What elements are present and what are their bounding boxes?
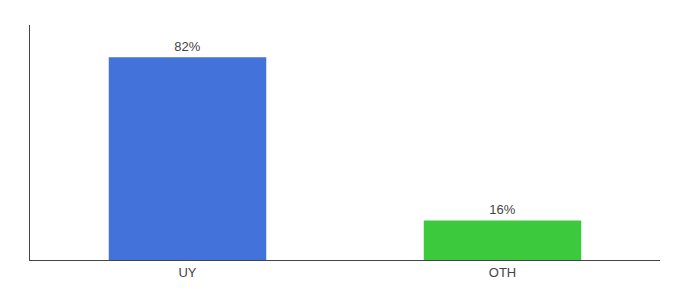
svg-text:82%: 82%: [174, 39, 200, 54]
svg-text:16%: 16%: [489, 202, 515, 217]
svg-text:OTH: OTH: [489, 265, 516, 280]
svg-text:UY: UY: [178, 265, 196, 280]
